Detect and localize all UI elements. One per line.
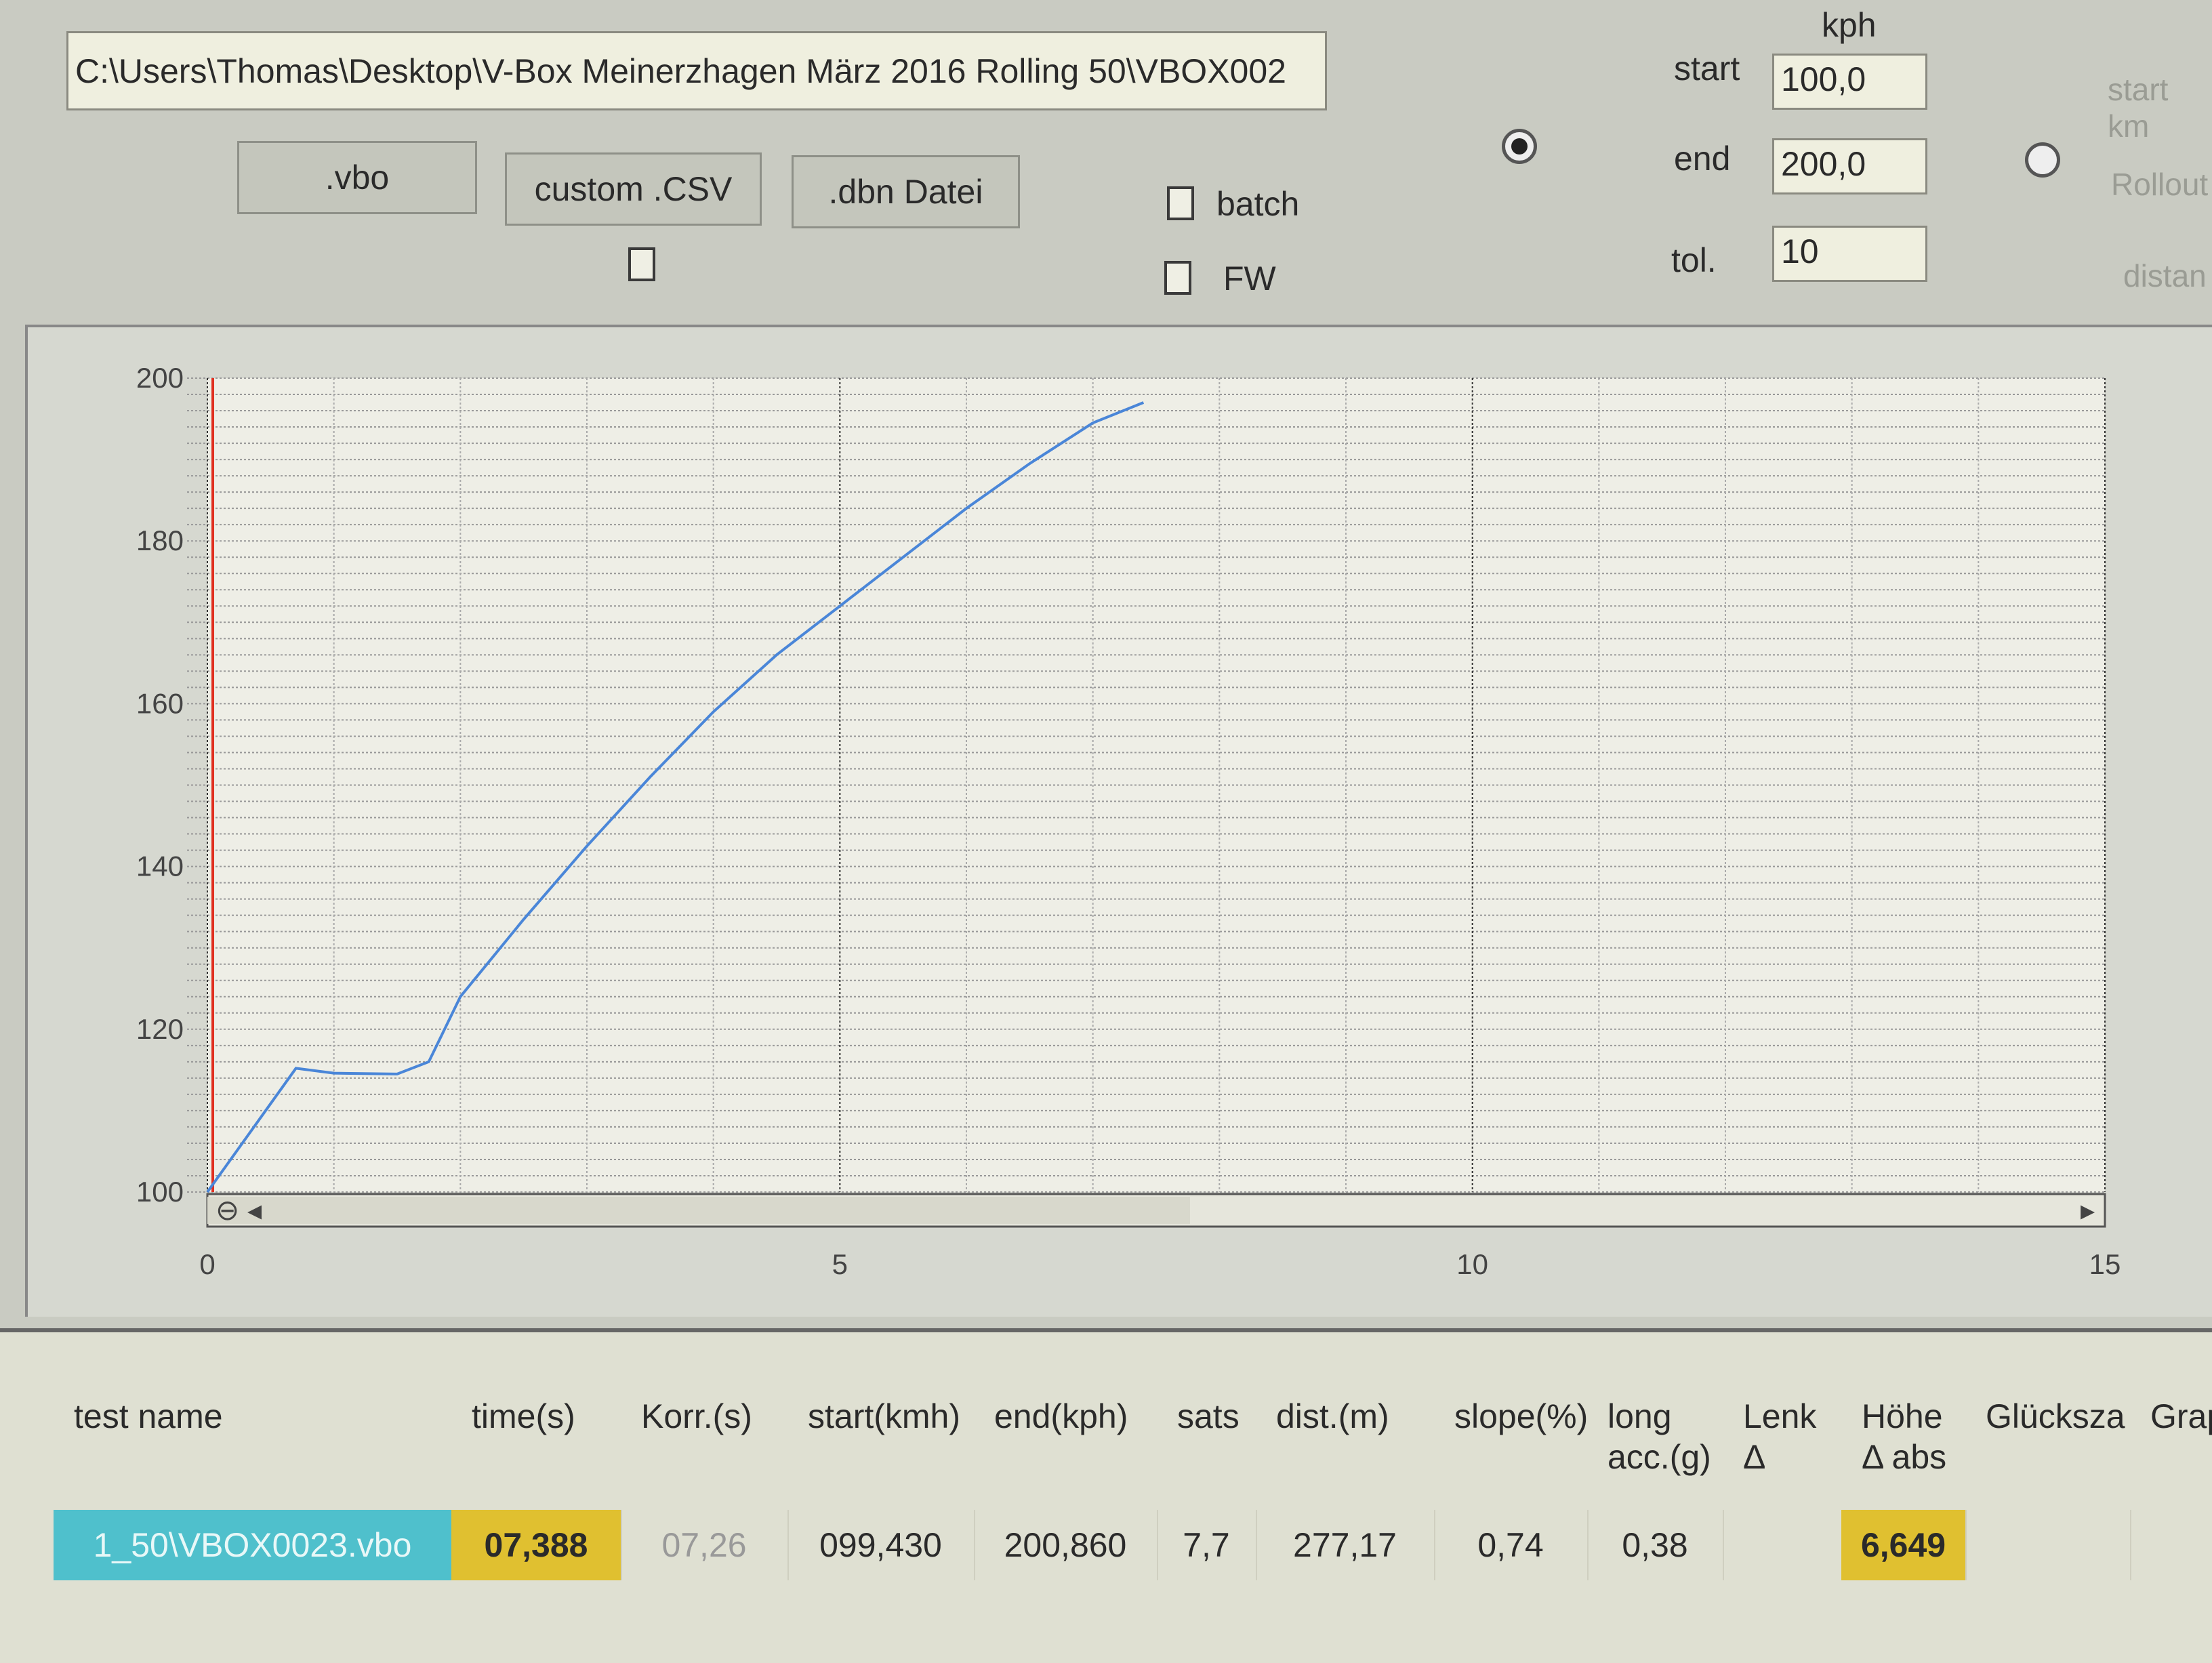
radio-selected-dot [1511, 138, 1528, 155]
column-header[interactable]: slope(%) [1454, 1397, 1589, 1435]
table-cell[interactable]: 07,388 [451, 1510, 622, 1580]
table-cell[interactable]: 07,26 [621, 1510, 789, 1580]
scrollbar-thumb[interactable] [207, 1197, 1190, 1224]
y-axis-ticks: 100 120 140 160 180 200 [136, 362, 184, 1208]
batch-label: batch [1216, 185, 1300, 223]
speed-series-line [206, 401, 1145, 1193]
vbo-button[interactable]: .vbo [237, 141, 477, 214]
x-tick-label: 5 [832, 1248, 848, 1280]
chart-grid [187, 377, 2106, 1193]
end-label: end [1674, 140, 1731, 178]
start-label: start [1674, 49, 1740, 87]
zoom-reset-icon[interactable]: ⊖ [216, 1194, 239, 1226]
column-header[interactable]: long acc.(g) [1607, 1397, 1711, 1476]
custom-csv-button[interactable]: custom .CSV [505, 152, 762, 226]
column-header[interactable]: Grap [2150, 1397, 2212, 1435]
column-header[interactable]: Glücksza [1986, 1397, 2125, 1435]
table-cell[interactable]: 0,74 [1434, 1510, 1589, 1580]
x-tick-label: 15 [2089, 1248, 2121, 1280]
x-axis-ticks: 0 5 10 15 [199, 1248, 2121, 1280]
column-header[interactable]: end(kph) [994, 1397, 1128, 1435]
file-path-field[interactable]: C:\Users\Thomas\Desktop\V-Box Meinerzhag… [66, 31, 1327, 110]
table-cell[interactable] [1723, 1510, 1843, 1580]
tolerance-input[interactable]: 10 [1772, 226, 1927, 282]
table-cell[interactable]: 1_50\VBOX0023.vbo [54, 1510, 453, 1580]
column-header[interactable]: Höhe Δ abs [1862, 1397, 1947, 1476]
scroll-right-icon[interactable]: ▸ [2081, 1194, 2095, 1226]
fw-label: FW [1223, 260, 1276, 297]
column-header[interactable]: Lenk Δ [1743, 1397, 1817, 1476]
column-header[interactable]: start(kmh) [808, 1397, 960, 1435]
y-tick-label: 160 [136, 687, 184, 719]
y-tick-label: 200 [136, 362, 184, 394]
table-cell[interactable]: 7,7 [1157, 1510, 1257, 1580]
table-cell[interactable]: 277,17 [1256, 1510, 1435, 1580]
fw-checkbox[interactable] [1164, 261, 1191, 295]
y-tick-label: 140 [136, 850, 184, 882]
scroll-left-icon[interactable]: ◂ [247, 1194, 262, 1226]
unnamed-checkbox[interactable] [628, 247, 655, 281]
x-tick-label: 0 [199, 1248, 215, 1280]
start-km-label: start km [2108, 72, 2169, 144]
distance-label: distan [2123, 258, 2207, 293]
speed-chart: 100 120 140 160 180 200 0 5 10 15 ⊖ ◂ ▸ [136, 362, 2121, 1280]
tol-label: tol. [1671, 241, 1717, 279]
column-header[interactable]: Korr.(s) [641, 1397, 752, 1435]
distance-mode-radio[interactable] [2025, 142, 2060, 178]
y-tick-label: 120 [136, 1013, 184, 1045]
end-speed-input[interactable]: 200,0 [1772, 138, 1927, 194]
speed-mode-radio[interactable] [1502, 129, 1537, 164]
batch-checkbox[interactable] [1167, 186, 1194, 220]
column-header[interactable]: sats [1177, 1397, 1240, 1435]
rollout-label: Rollout [2111, 167, 2209, 202]
results-table [0, 1328, 2212, 1663]
column-header[interactable]: time(s) [472, 1397, 575, 1435]
y-tick-label: 100 [136, 1176, 184, 1208]
column-header[interactable]: dist.(m) [1276, 1397, 1389, 1435]
table-cell[interactable]: 6,649 [1841, 1510, 1967, 1580]
table-cell[interactable] [2130, 1510, 2212, 1580]
kph-unit-label: kph [1822, 6, 1877, 44]
table-cell[interactable]: 200,860 [974, 1510, 1158, 1580]
table-cell[interactable]: 099,430 [787, 1510, 975, 1580]
y-tick-label: 180 [136, 525, 184, 556]
start-speed-input[interactable]: 100,0 [1772, 54, 1927, 110]
table-cell[interactable]: 0,38 [1587, 1510, 1724, 1580]
dbn-datei-button[interactable]: .dbn Datei [792, 155, 1020, 228]
table-cell[interactable] [1965, 1510, 2131, 1580]
column-header[interactable]: test name [74, 1397, 223, 1435]
x-tick-label: 10 [1456, 1248, 1488, 1280]
